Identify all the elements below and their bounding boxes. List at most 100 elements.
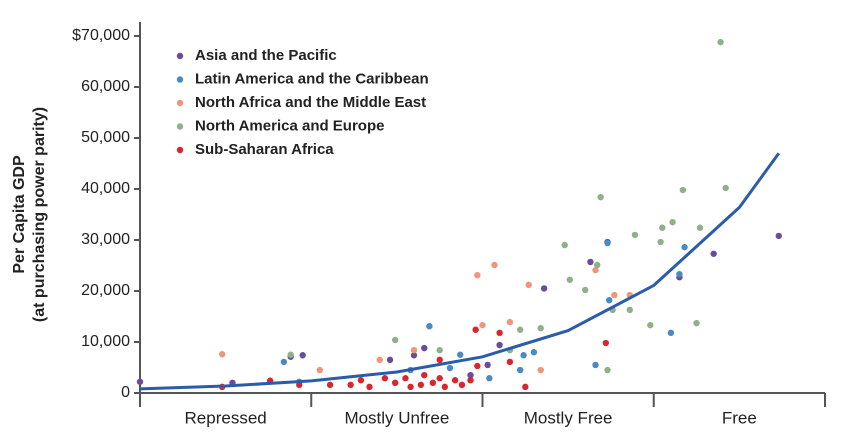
point (506, 318, 514, 326)
point (357, 377, 365, 384)
legend-label: North Africa and the Middle East (195, 94, 426, 111)
point (467, 371, 474, 379)
x-tick-label: Repressed (185, 408, 267, 427)
point (316, 366, 324, 374)
point (606, 296, 613, 304)
point (376, 356, 383, 364)
point (299, 352, 306, 359)
point (561, 241, 568, 249)
x-tick-label: Free (722, 408, 757, 427)
point (676, 270, 683, 278)
point (516, 366, 524, 374)
point (597, 193, 604, 201)
point (474, 271, 481, 279)
point (391, 336, 399, 344)
legend-label: Asia and the Pacific (195, 47, 337, 64)
point (136, 378, 144, 385)
point (287, 351, 294, 358)
point (474, 362, 481, 370)
point (491, 261, 498, 269)
point (681, 243, 688, 251)
y-tick-label: 10,000 (81, 333, 130, 350)
point (516, 326, 524, 333)
point (296, 381, 303, 389)
point (659, 224, 666, 231)
y-tick-label: 40,000 (81, 180, 130, 197)
point (451, 377, 459, 384)
legend-label: North America and Europe (195, 117, 384, 134)
y-tick-label: 0 (121, 384, 130, 401)
point (696, 224, 704, 231)
y-axis-label: (at purchasing power parity) (31, 107, 48, 322)
point (280, 358, 288, 366)
point (592, 266, 599, 274)
y-tick-label: 20,000 (81, 282, 130, 299)
point (592, 361, 599, 369)
point (566, 276, 574, 283)
y-tick-label: 50,000 (81, 129, 130, 146)
point (407, 383, 414, 391)
point (722, 184, 729, 192)
point (381, 375, 389, 382)
legend-marker (176, 99, 184, 107)
point (457, 351, 464, 358)
point (326, 381, 334, 389)
point (587, 258, 594, 266)
legend-marker (176, 52, 184, 60)
point (530, 349, 538, 356)
point (626, 306, 633, 314)
point (484, 361, 491, 369)
point (436, 356, 443, 364)
point (496, 329, 503, 337)
point (602, 339, 609, 347)
point (537, 366, 544, 374)
point (446, 364, 454, 372)
point (417, 381, 425, 389)
point (525, 281, 532, 289)
point (402, 375, 409, 382)
point (679, 186, 687, 194)
point (667, 329, 675, 337)
point (429, 379, 437, 386)
point (594, 261, 601, 269)
point (436, 375, 443, 382)
point (693, 319, 700, 327)
point (631, 231, 639, 239)
point (657, 238, 664, 246)
point (537, 325, 544, 332)
point (391, 379, 399, 386)
point (522, 383, 529, 391)
point (775, 232, 782, 240)
point (486, 375, 493, 382)
point (540, 285, 548, 292)
y-tick-label: 30,000 (81, 231, 130, 248)
point (472, 326, 479, 333)
point (669, 218, 676, 226)
point (467, 377, 474, 384)
legend-label: Latin America and the Caribbean (195, 70, 429, 87)
x-tick-label: Mostly Unfree (344, 408, 449, 427)
point (421, 371, 428, 379)
trend-line (139, 152, 781, 391)
point (710, 250, 717, 257)
point (520, 352, 527, 359)
point (366, 383, 373, 391)
point (582, 286, 589, 294)
point (604, 239, 611, 247)
point (347, 381, 354, 389)
point (441, 383, 449, 391)
point (426, 322, 433, 330)
y-tick-label: $70,000 (72, 27, 130, 44)
point (458, 381, 466, 389)
point (410, 346, 418, 354)
y-tick-label: 60,000 (81, 78, 130, 95)
point (436, 346, 443, 354)
legend-label: Sub-Saharan Africa (195, 141, 334, 158)
point (496, 341, 503, 349)
legend-marker (176, 76, 184, 83)
point (386, 356, 394, 364)
point (647, 321, 654, 329)
x-tick-label: Mostly Free (524, 408, 613, 427)
legend-marker (176, 123, 184, 130)
